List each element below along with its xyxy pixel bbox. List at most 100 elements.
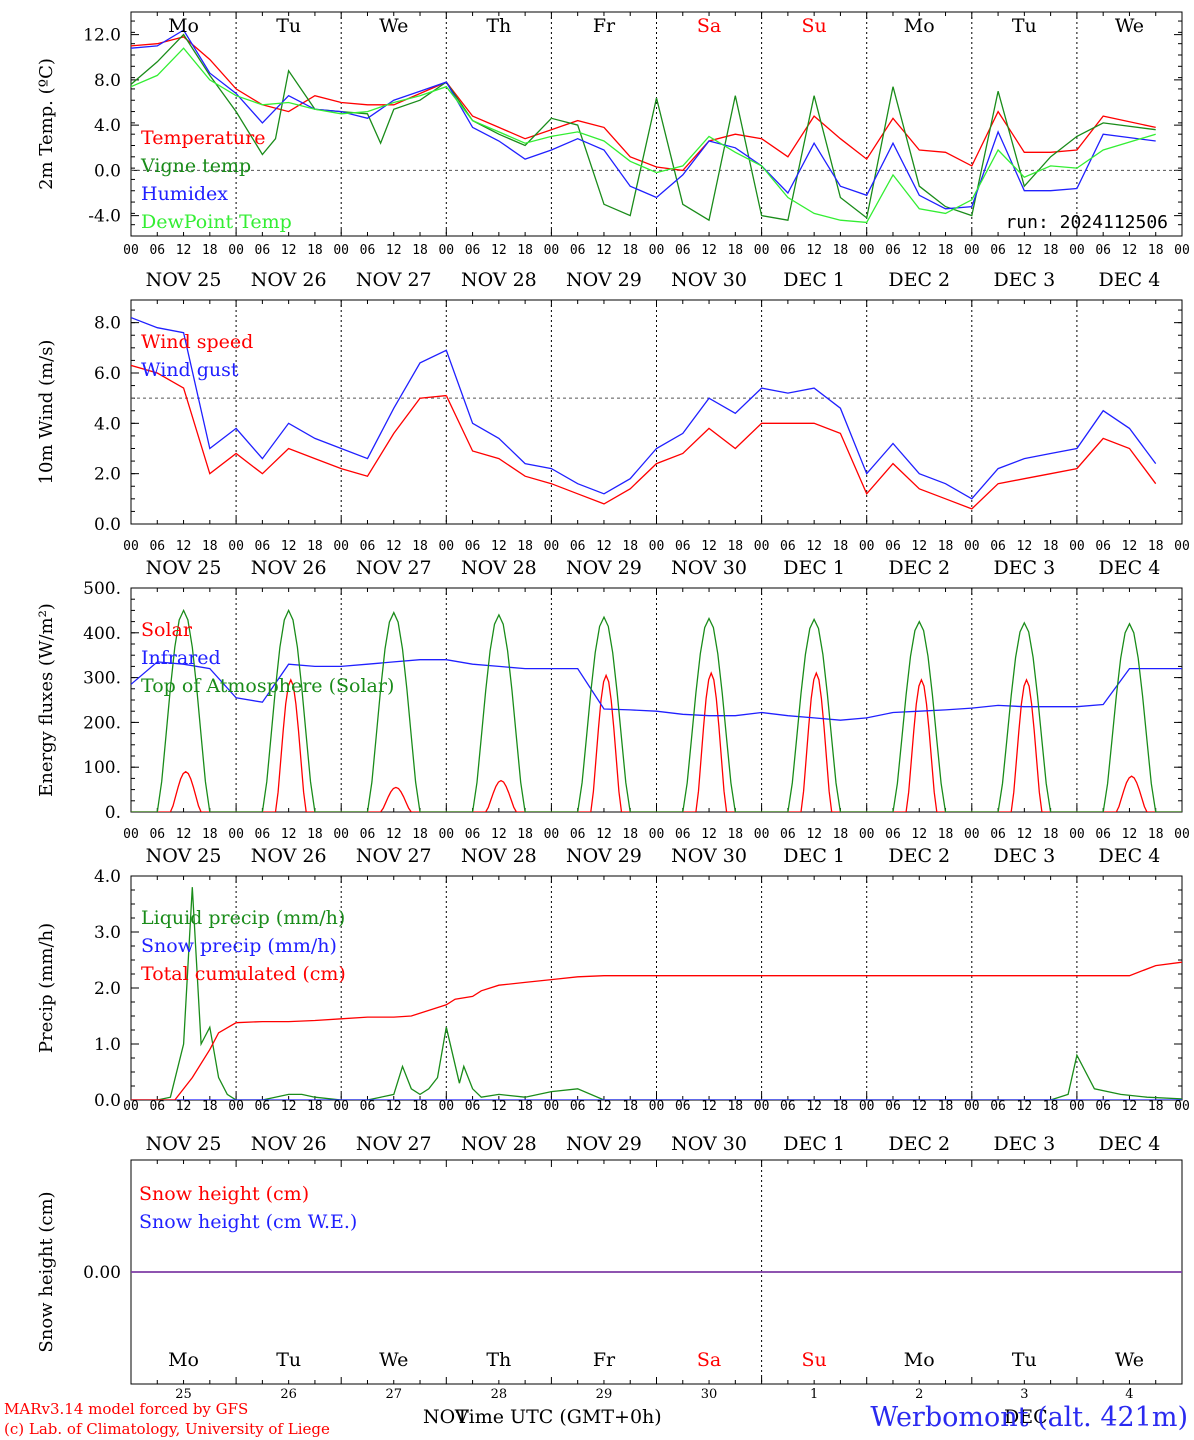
y-tick-label: 500.: [83, 579, 121, 599]
hour-label: 12: [1017, 243, 1033, 258]
hour-label: 06: [990, 827, 1006, 842]
hour-label: 06: [1095, 1099, 1111, 1114]
hour-label: 00: [859, 1099, 875, 1114]
date-label: NOV 25: [146, 845, 222, 867]
hour-label: 00: [649, 243, 665, 258]
y-tick-label: 8.0: [94, 314, 121, 334]
legend-humidex: Humidex: [141, 183, 228, 205]
hour-label: 00: [859, 827, 875, 842]
day-number-label: 26: [280, 1387, 297, 1402]
weekday-label: Th: [486, 15, 511, 37]
y-tick-label: 12.0: [83, 26, 121, 46]
legend-wind-speed: Wind speed: [141, 331, 253, 353]
hour-label: 18: [517, 243, 533, 258]
hour-label: 18: [1148, 243, 1164, 258]
date-label: DEC 4: [1099, 1133, 1161, 1155]
date-label: DEC 2: [888, 845, 950, 867]
hour-label: 18: [1148, 1099, 1164, 1114]
hour-label: 00: [123, 827, 139, 842]
hour-label: 18: [727, 243, 743, 258]
series-humidex: [131, 29, 1156, 210]
y-tick-label: -4.0: [88, 207, 121, 227]
series-vigne-temp: [131, 33, 1156, 222]
legend-liquid-precip-mm-h: Liquid precip (mm/h): [141, 907, 345, 929]
panel-2: 0.0 2.0 4.0 6.0 8.0 10m Wind (m/s) Wind speed W…: [36, 299, 1190, 579]
hour-label: 00: [859, 539, 875, 554]
hour-label: 00: [964, 539, 980, 554]
hour-label: 12: [386, 827, 402, 842]
y-tick-label: 4.0: [94, 414, 121, 434]
legend-dewpoint-temp: DewPoint Temp: [141, 211, 292, 233]
lab-credit: (c) Lab. of Climatology, University of L…: [4, 1420, 330, 1438]
date-label: NOV 30: [671, 557, 747, 579]
y-tick-label: 8.0: [94, 71, 121, 91]
hour-label: 06: [149, 1099, 165, 1114]
hour-label: 06: [149, 827, 165, 842]
hour-label: 12: [491, 539, 507, 554]
hour-label: 18: [307, 827, 323, 842]
hour-label: 18: [202, 539, 218, 554]
day-number-label: 25: [175, 1387, 192, 1402]
hour-label: 12: [596, 1099, 612, 1114]
hour-label: 00: [228, 243, 244, 258]
panel-3: 0. 100. 200. 300. 400. 500. Energy fluxes (W/m…: [36, 579, 1190, 867]
date-label: NOV 29: [566, 845, 642, 867]
run-label: run: 2024112506: [1005, 212, 1168, 233]
weekday-label: Fr: [593, 15, 616, 37]
hour-label: 06: [465, 1099, 481, 1114]
hour-label: 12: [911, 827, 927, 842]
hour-label: 06: [780, 539, 796, 554]
legend-wind-gust: Wind gust: [141, 359, 239, 381]
hour-label: 18: [1043, 243, 1059, 258]
date-label: DEC 3: [993, 845, 1055, 867]
day-number-label: 27: [385, 1387, 402, 1402]
date-label: DEC 1: [783, 845, 845, 867]
legend-temperature: Temperature: [141, 127, 265, 149]
hour-label: 00: [438, 539, 454, 554]
hour-label: 00: [1174, 1099, 1190, 1114]
hour-label: 12: [491, 1099, 507, 1114]
hour-label: 06: [255, 827, 271, 842]
hour-label: 06: [465, 243, 481, 258]
hour-label: 18: [727, 827, 743, 842]
hour-label: 00: [1069, 243, 1085, 258]
weekday-label: Su: [802, 1349, 827, 1371]
hour-label: 18: [622, 827, 638, 842]
hour-label: 06: [255, 243, 271, 258]
panel-5: 0.00 Snow height (cm) Snow height (cm) Snow…: [36, 1159, 1183, 1402]
panel-4: 0.0 1.0 2.0 3.0 4.0 Precip (mm/h) Liquid preci…: [36, 867, 1190, 1155]
hour-label: 18: [307, 539, 323, 554]
hour-label: 06: [675, 1099, 691, 1114]
y-tick-label: 0.: [105, 803, 121, 823]
month-label-dec: DEC: [1004, 1406, 1048, 1428]
date-label: DEC 2: [888, 557, 950, 579]
hour-label: 18: [622, 539, 638, 554]
x-axis-title: Time UTC (GMT+0h): [456, 1406, 662, 1428]
hour-label: 12: [1017, 1099, 1033, 1114]
legend-solar: Solar: [141, 619, 193, 641]
hour-label: 00: [649, 1099, 665, 1114]
date-label: DEC 2: [888, 1133, 950, 1155]
hour-label: 12: [806, 1099, 822, 1114]
hour-label: 18: [1148, 827, 1164, 842]
date-label: NOV 25: [146, 557, 222, 579]
hour-label: 06: [149, 243, 165, 258]
hour-label: 00: [228, 827, 244, 842]
hour-label: 12: [1017, 539, 1033, 554]
weekday-label: Mo: [168, 1349, 199, 1371]
hour-label: 18: [727, 1099, 743, 1114]
hour-label: 12: [701, 1099, 717, 1114]
hour-label: 12: [806, 827, 822, 842]
hour-label: 00: [333, 827, 349, 842]
hour-label: 00: [1069, 1099, 1085, 1114]
legend-snow-precip-mm-h: Snow precip (mm/h): [141, 935, 337, 957]
weekday-label: Sa: [697, 1349, 721, 1371]
hour-label: 12: [281, 243, 297, 258]
legend-total-cumulated-cm: Total cumulated (cm): [141, 963, 346, 985]
y-axis-title: 2m Temp. (ºC): [36, 58, 57, 190]
hour-label: 18: [1148, 539, 1164, 554]
legend-snow-height-cm: Snow height (cm): [139, 1183, 309, 1205]
hour-label: 18: [202, 827, 218, 842]
y-tick-label: 3.0: [94, 923, 121, 943]
series-top-of-atmosphere-solar: [131, 608, 1182, 812]
